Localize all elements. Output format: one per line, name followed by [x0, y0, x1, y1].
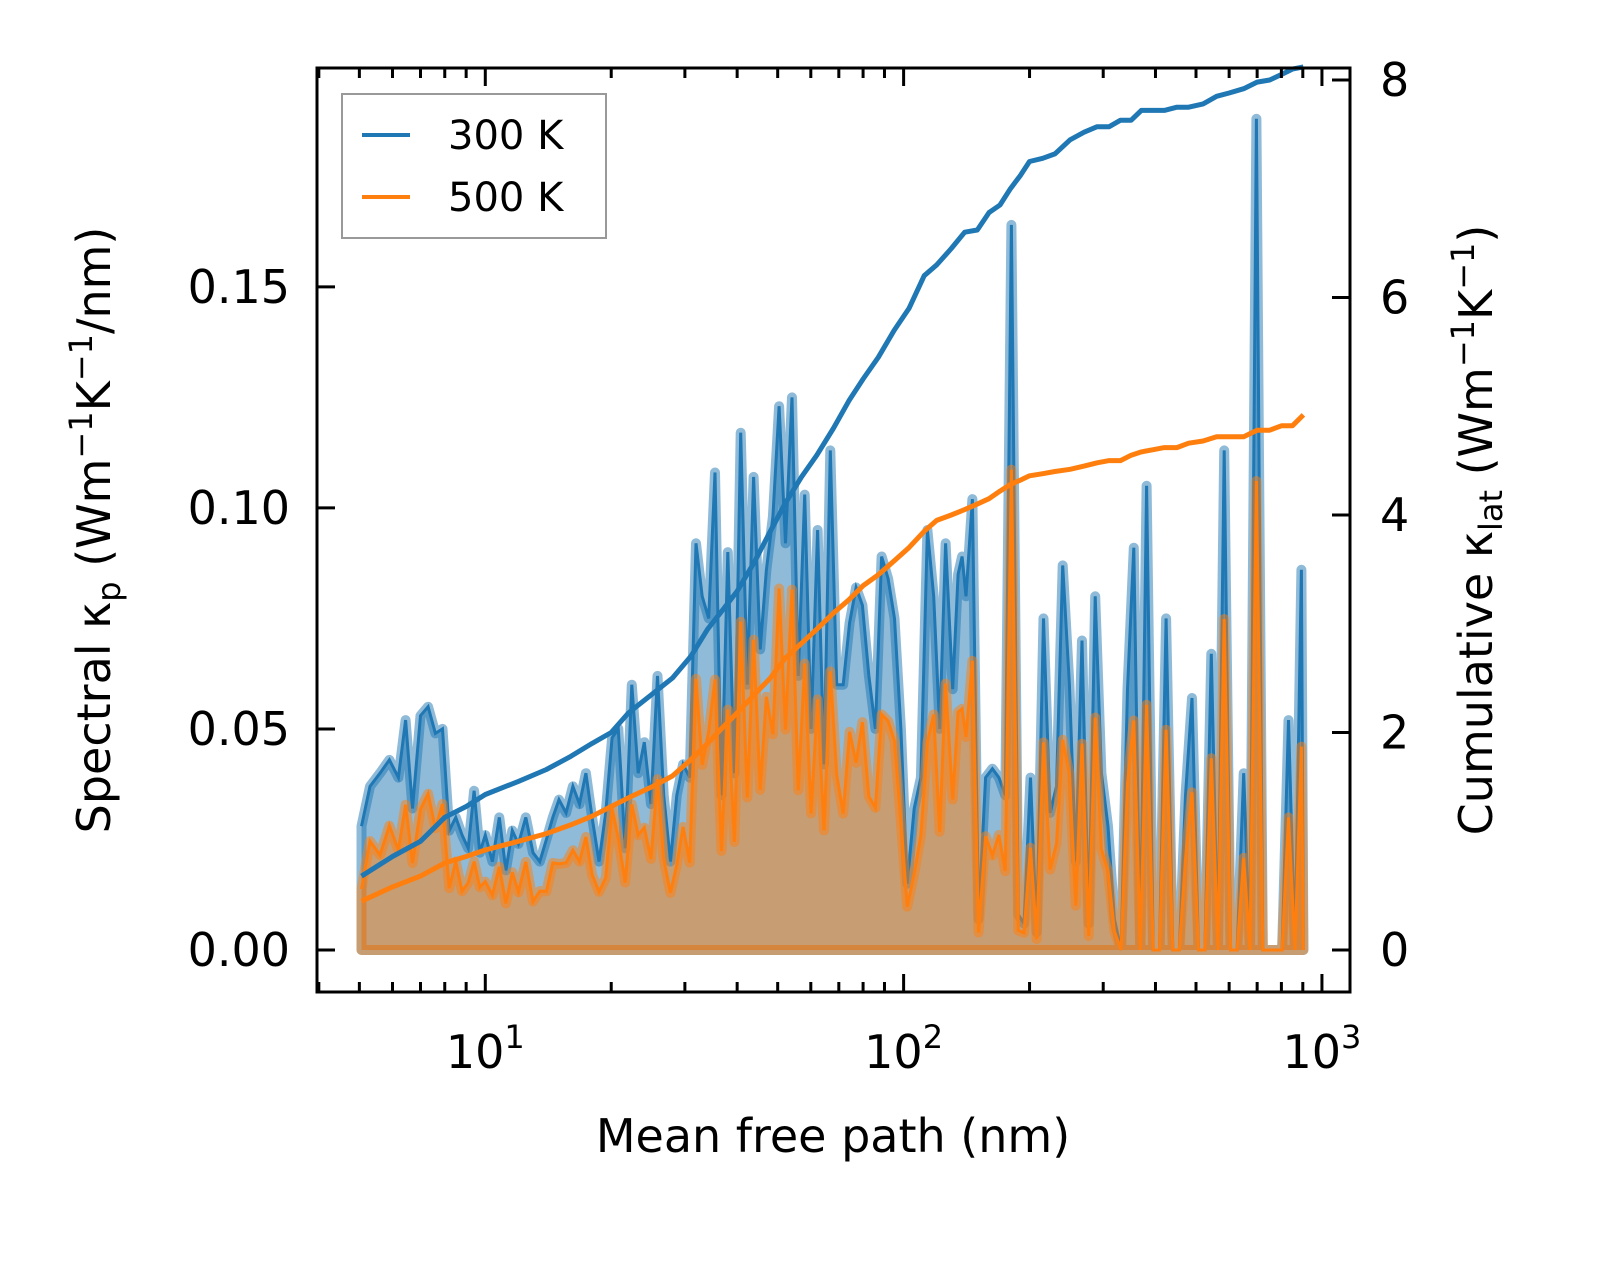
y-axis-label-sub: p — [90, 581, 128, 601]
y2-axis-label-sub: lat — [1472, 490, 1510, 531]
y2-axis-label: Cumulative κlat (Wm−1K−1) — [1444, 225, 1510, 836]
y-axis-label-sup2: −1 — [62, 334, 100, 381]
cumulative-line-300k — [360, 64, 1304, 879]
y2-tick-label: 8 — [1380, 53, 1409, 107]
x-tick-base: 10 — [446, 1025, 505, 1079]
y2-axis-label-sup1: −1 — [1444, 320, 1482, 367]
spectral-line-500k — [360, 469, 1305, 952]
y2-tick-label: 0 — [1380, 923, 1409, 977]
legend-label-500k: 500 K — [448, 175, 565, 221]
x-tick-base: 10 — [1282, 1025, 1341, 1079]
y2-axis-label-close: ) — [1449, 225, 1503, 243]
y-axis-label-open: (Wm — [67, 459, 121, 582]
legend-label-300k: 300 K — [448, 113, 565, 159]
y-tick-label: 0.10 — [188, 481, 290, 535]
axes-frame — [315, 66, 1352, 994]
x-tick-base: 10 — [864, 1025, 923, 1079]
x-tick-exponent: 2 — [923, 1018, 943, 1056]
x-tick-label: 101 — [446, 1018, 525, 1079]
y2-tick-label: 4 — [1380, 488, 1409, 542]
ticks — [317, 68, 1350, 992]
x-axis-label: Mean free path (nm) — [596, 1109, 1070, 1163]
y-tick-label: 0.00 — [188, 923, 290, 977]
y-tick-label: 0.05 — [188, 702, 290, 756]
y2-axis-label-sup2: −1 — [1444, 243, 1482, 290]
x-tick-label: 102 — [864, 1018, 943, 1079]
legend-box — [341, 93, 607, 239]
y2-axis-label-mid: K — [1449, 288, 1503, 320]
y2-axis-label-open: (Wm — [1449, 367, 1503, 490]
y-axis-label: Spectral κp (Wm−1K−1/nm) — [62, 227, 128, 834]
y2-tick-label: 2 — [1380, 706, 1409, 760]
y2-tick-label: 6 — [1380, 270, 1409, 324]
x-tick-exponent: 3 — [1341, 1018, 1361, 1056]
x-tick-label: 103 — [1282, 1018, 1361, 1079]
cumulative-line-500k — [360, 413, 1306, 904]
y-axis-label-prefix: Spectral κ — [67, 602, 121, 834]
y-axis-label-close: /nm) — [67, 227, 121, 334]
y2-axis-label-prefix: Cumulative κ — [1449, 531, 1503, 835]
x-tick-exponent: 1 — [504, 1018, 524, 1056]
plot-area — [356, 64, 1309, 955]
y-axis-label-mid: K — [67, 379, 121, 411]
legend: 300 K 500 K — [341, 93, 607, 239]
y-tick-label: 0.15 — [188, 260, 290, 314]
y-axis-label-sup1: −1 — [62, 411, 100, 458]
